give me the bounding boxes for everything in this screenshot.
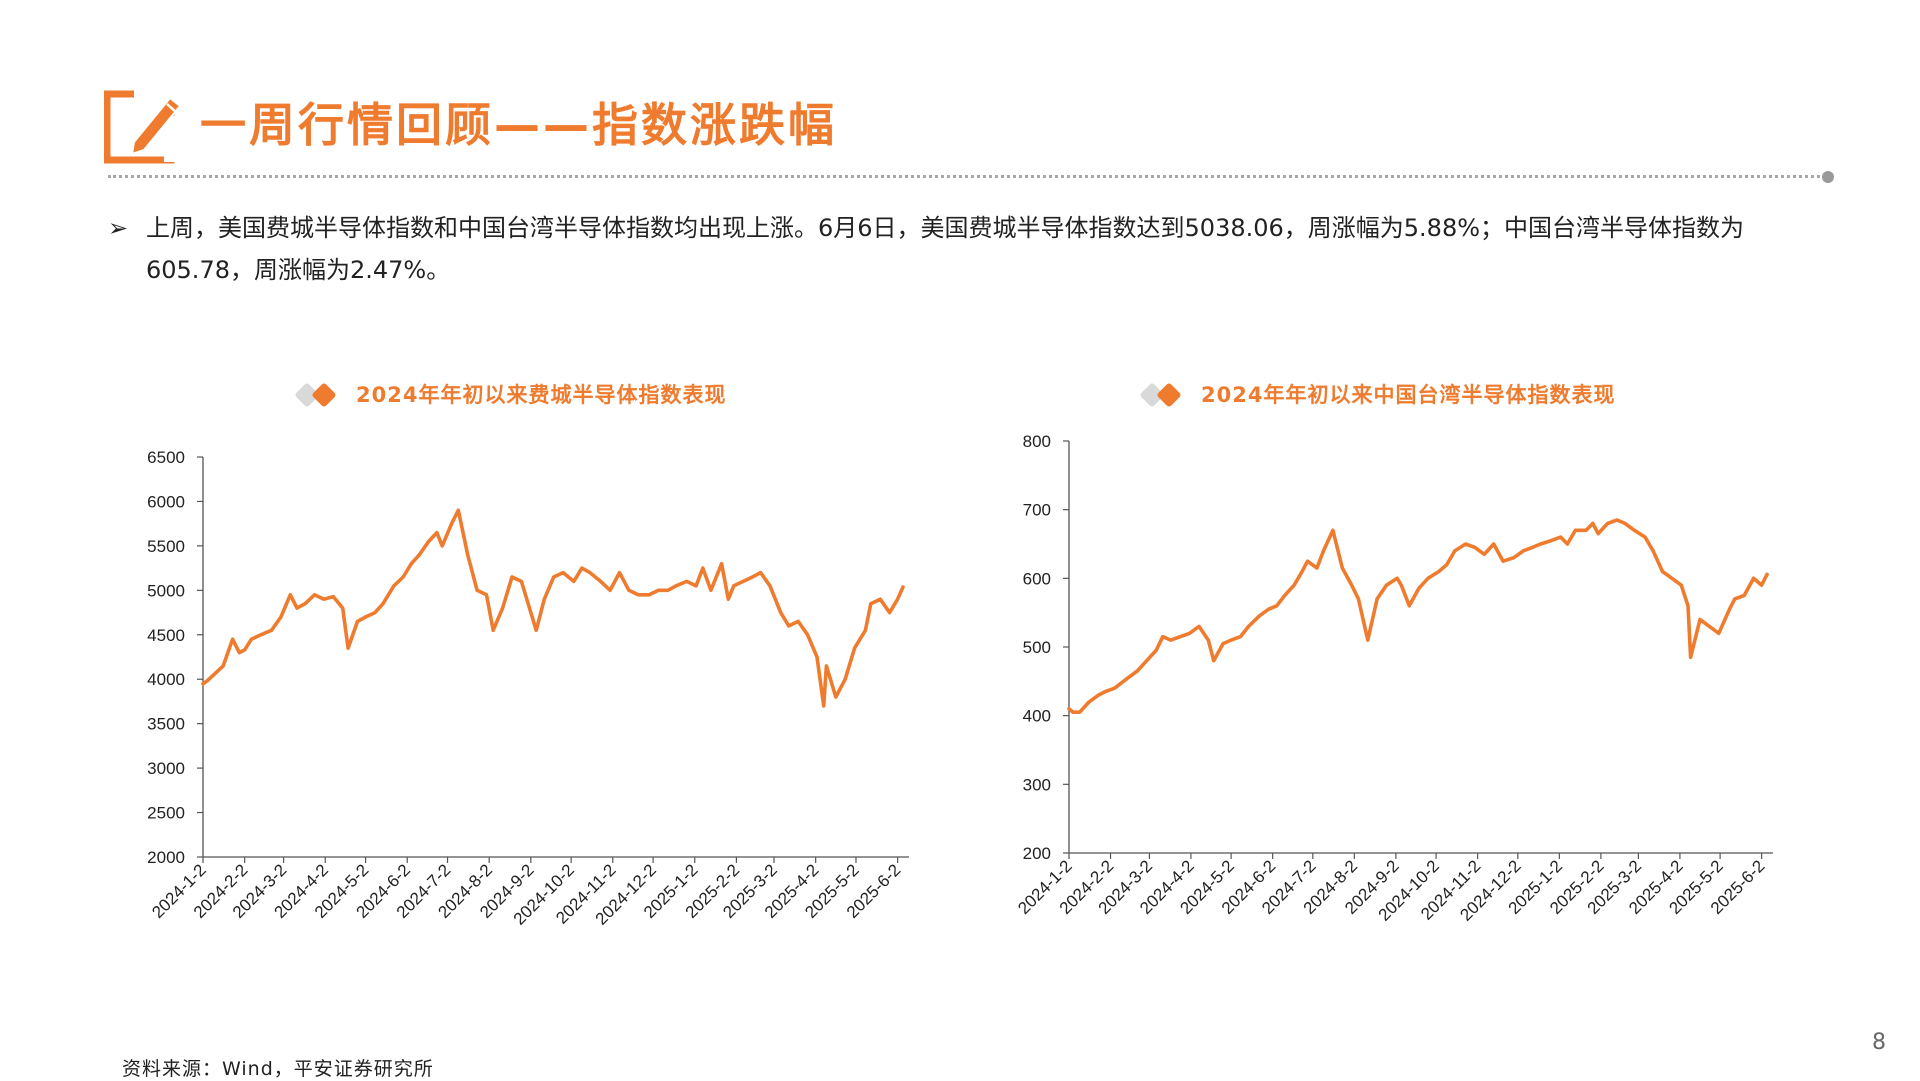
twse-semi-series-line	[1067, 518, 1769, 715]
sox-y-tick-label: 2500	[147, 804, 185, 823]
sox-y-tick-label: 5500	[147, 537, 185, 556]
summary-text: 上周，美国费城半导体指数和中国台湾半导体指数均出现上涨。6月6日，美国费城半导体…	[146, 214, 1745, 284]
twse-semi-y-tick-label: 200	[1023, 844, 1051, 863]
divider-end-dot	[1822, 171, 1834, 183]
sox-index-chart: 2000 2500 3000 3500 4000 4500 5000 5500 6000 6500…	[147, 448, 909, 929]
twse-semi-y-tick-label: 300	[1023, 775, 1051, 794]
chart-title-row-left: 2024年年初以来费城半导体指数表现	[292, 374, 726, 414]
twse-semi-y-tick-label: 400	[1023, 707, 1051, 726]
edit-pencil-icon	[104, 90, 182, 164]
taiwan-semi-index-chart: 2003004005006007008002024-1-22024-2-2202…	[1014, 432, 1773, 925]
page-title: 一周行情回顾——指数涨跌幅	[200, 98, 837, 152]
sox-y-tick-label: 4000	[147, 670, 185, 689]
chart-title-left: 2024年年初以来费城半导体指数表现	[356, 383, 727, 407]
sox-y-tick-label: 6500	[147, 448, 185, 467]
sox-y-tick-label: 3500	[147, 715, 185, 734]
twse-semi-y-tick-label: 700	[1023, 501, 1051, 520]
diamond-marker-icon	[292, 379, 350, 409]
sox-y-tick-label: 3000	[147, 759, 185, 778]
chart-title-right: 2024年年初以来中国台湾半导体指数表现	[1201, 383, 1616, 407]
diamond-marker-icon	[1137, 379, 1195, 409]
twse-semi-y-tick-label: 500	[1023, 638, 1051, 657]
sox-y-tick-label: 2000	[147, 848, 185, 867]
twse-semi-y-tick-label: 600	[1023, 569, 1051, 588]
dotted-divider	[108, 175, 1826, 178]
twse-semi-y-tick-label: 800	[1023, 432, 1051, 451]
sox-y-tick-label: 5000	[147, 581, 185, 600]
source-note: 资料来源：Wind，平安证券研究所	[122, 1058, 434, 1080]
summary-paragraph: ➢ 上周，美国费城半导体指数和中国台湾半导体指数均出现上涨。6月6日，美国费城半…	[108, 207, 1838, 291]
sox-y-tick-label: 4500	[147, 626, 185, 645]
sox-series-line	[201, 508, 905, 708]
chart-title-row-right: 2024年年初以来中国台湾半导体指数表现	[1137, 374, 1615, 414]
sox-y-tick-label: 6000	[147, 492, 185, 511]
arrow-bullet-icon: ➢	[108, 214, 129, 242]
page-number: 8	[1872, 1030, 1886, 1055]
